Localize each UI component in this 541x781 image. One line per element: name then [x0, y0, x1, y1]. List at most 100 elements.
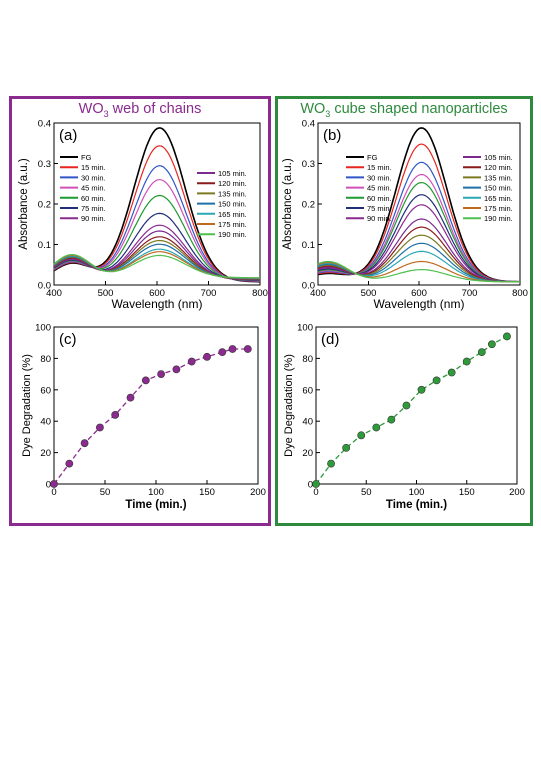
panel-label: (b)	[323, 127, 341, 144]
y-axis-label: Absorbance (a.u.)	[18, 158, 30, 250]
legend-label: 150 min.	[218, 200, 247, 209]
x-tick-label: 500	[361, 288, 377, 299]
data-point	[243, 345, 252, 353]
data-point	[203, 352, 211, 361]
data-point	[111, 411, 120, 419]
data-point	[228, 345, 237, 353]
y-tick-label: 20	[40, 448, 51, 459]
y-tick-label: 0.3	[38, 159, 51, 170]
x-tick-label: 50	[361, 487, 372, 498]
y-tick-label: 0.1	[302, 240, 315, 251]
y-tick-label: 0.3	[302, 159, 315, 170]
y-tick-label: 60	[302, 385, 313, 396]
legend-label: 105 min.	[218, 169, 247, 178]
legend-label: 75 min.	[81, 204, 106, 213]
y-tick-label: 40	[40, 417, 51, 428]
y-tick-label: 80	[40, 354, 51, 365]
data-point	[372, 423, 381, 432]
data-point	[218, 348, 227, 357]
legend-label: 60 min.	[81, 194, 106, 203]
x-tick-label: 200	[509, 487, 525, 498]
y-tick-label: 60	[40, 385, 51, 396]
x-tick-label: 800	[512, 288, 528, 299]
data-point	[447, 368, 456, 377]
data-point	[487, 340, 496, 349]
legend-label: 75 min.	[367, 204, 392, 213]
y-tick-label: 0.2	[302, 200, 315, 211]
panel-label: (c)	[59, 331, 77, 348]
x-tick-label: 600	[149, 288, 165, 299]
plot-frame	[315, 326, 518, 485]
x-axis-label: Time (min.)	[125, 499, 186, 511]
legend-label: 135 min.	[218, 189, 247, 198]
degradation-line	[53, 348, 248, 485]
degradation-line	[315, 335, 508, 485]
y-tick-label: 100	[35, 323, 51, 334]
y-tick-label: 0.2	[38, 200, 51, 211]
legend-label: 15 min.	[81, 163, 106, 172]
y-tick-label: 0.4	[38, 119, 51, 130]
series-line-190-min	[53, 253, 260, 279]
y-tick-label: 0.0	[302, 281, 315, 292]
legend-label: 120 min.	[218, 179, 247, 188]
x-tick-label: 100	[409, 487, 425, 498]
legend-label: 15 min.	[367, 163, 392, 172]
y-tick-label: 100	[297, 323, 313, 334]
legend-label: 165 min.	[218, 210, 247, 219]
y-axis-label: Dye Degradation (%)	[283, 354, 295, 457]
series-line-105-min	[317, 218, 520, 283]
x-tick-label: 400	[46, 288, 62, 299]
legend-label: 90 min.	[81, 214, 106, 223]
data-point	[357, 431, 366, 440]
x-tick-label: 600	[411, 288, 427, 299]
data-point	[327, 459, 335, 468]
x-tick-label: 700	[462, 288, 478, 299]
data-point	[50, 480, 58, 488]
panel-title: WO3 cube shaped nanoparticles	[300, 101, 508, 119]
x-tick-label: 150	[459, 487, 475, 498]
data-point	[417, 385, 426, 394]
legend-label: 60 min.	[367, 194, 392, 203]
x-tick-label: 0	[313, 487, 318, 498]
panel-wo3-cube-nanoparticles: WO3 cube shaped nanoparticles 400 500 600 7…	[275, 96, 533, 526]
x-tick-label: 150	[199, 487, 215, 498]
x-tick-label: 100	[148, 487, 164, 498]
data-point	[126, 393, 135, 402]
legend-label: 30 min.	[81, 173, 106, 182]
x-axis-label: Time (min.)	[386, 499, 447, 511]
data-point	[503, 332, 511, 341]
legend-label: FG	[367, 153, 378, 162]
data-point	[477, 348, 486, 357]
y-tick-label: 0.1	[38, 240, 51, 251]
legend-label: 120 min.	[484, 163, 513, 172]
data-point	[462, 357, 471, 366]
y-axis-label: Absorbance (a.u.)	[282, 158, 294, 250]
legend-label: 190 min.	[218, 230, 247, 239]
legend-label: 90 min.	[367, 214, 392, 223]
legend-label: 105 min.	[484, 153, 513, 162]
panel-label: (a)	[59, 127, 77, 144]
legend-label: 165 min.	[484, 194, 513, 203]
panel-wo3-web-of-chains: WO3 web of chains 400 500 600 700 800 0.0 0.1 0…	[9, 96, 271, 526]
data-point	[312, 480, 320, 488]
data-point	[387, 415, 396, 424]
x-tick-label: 800	[252, 288, 268, 299]
x-tick-label: 50	[100, 487, 111, 498]
data-point	[432, 376, 441, 385]
legend-label: 175 min.	[484, 204, 513, 213]
series-line-190-min	[317, 260, 520, 283]
data-point	[172, 365, 181, 374]
y-tick-label: 80	[302, 354, 313, 365]
panel-label: (d)	[321, 331, 339, 348]
y-tick-label: 0.0	[38, 281, 51, 292]
series-line-120-min	[53, 236, 260, 280]
y-tick-label: 40	[302, 417, 313, 428]
legend-label: 175 min.	[218, 220, 247, 229]
data-point	[141, 376, 150, 385]
data-point	[187, 357, 196, 366]
y-tick-label: 20	[302, 448, 313, 459]
series-line-150-min	[317, 242, 520, 283]
x-axis-label: Wavelength (nm)	[374, 297, 465, 311]
data-point	[96, 423, 104, 432]
